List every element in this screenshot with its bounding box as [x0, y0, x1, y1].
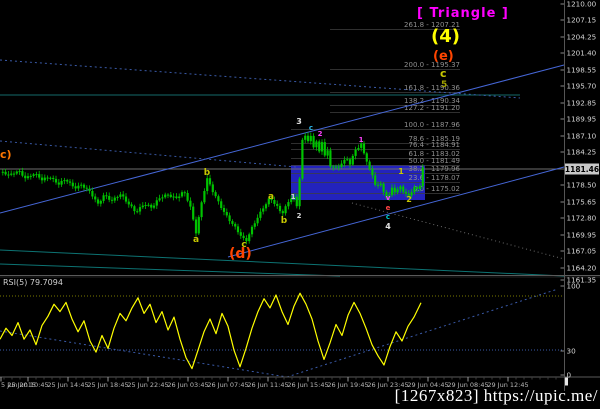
fib-level-label: 50.0 - 1181.49 — [408, 157, 460, 165]
triangle-top-dotted[interactable] — [0, 140, 297, 168]
fib-level-label: 127.2 - 1191.20 — [404, 104, 460, 112]
fib-level-label: 138.2 - 1190.34 — [404, 97, 461, 105]
upper-dotted-line[interactable] — [0, 59, 521, 99]
wave-d-label[interactable]: (d) — [229, 246, 252, 262]
price-axis-label: 1167.05 — [567, 247, 597, 256]
current-price-tag: 1181.46 — [565, 163, 599, 175]
wave-label[interactable]: 1 — [398, 167, 404, 176]
triangle-pattern-label[interactable]: [ Triangle ] — [417, 6, 509, 21]
time-axis-label: 26 Jun 11:45 — [247, 381, 288, 389]
axis-end-marker — [565, 377, 568, 386]
fib-level-label: 200.0 - 1195.37 — [404, 61, 460, 69]
fib-level-label: 76.4 - 1184.91 — [408, 141, 460, 149]
time-axis-label: 26 Jun 07:45 — [207, 381, 248, 389]
fib-level-label: 61.8 - 1183.02 — [408, 150, 460, 158]
price-axis-label: 1192.85 — [567, 99, 597, 108]
dotted-gray-line[interactable] — [351, 202, 565, 260]
wave-label[interactable]: a — [268, 192, 274, 202]
time-axis-label: 29 Jun 04:45 — [407, 381, 448, 389]
wave-e-label[interactable]: (e) — [433, 49, 454, 64]
price-axis-label: 1195.70 — [567, 82, 597, 91]
wave-label[interactable]: 2 — [318, 130, 323, 138]
time-axis-label: 26 Jun 03:45 — [167, 381, 208, 389]
fib-level-label: 78.6 - 1185.19 — [408, 135, 460, 143]
time-axis-label: 29 Jun 08:45 — [447, 381, 488, 389]
lower-triangle-line[interactable] — [227, 166, 565, 258]
current-price-box — [565, 163, 599, 175]
wave-label[interactable]: 1 — [291, 193, 296, 201]
wave-c-left-edge-label[interactable]: c) — [0, 148, 12, 161]
price-axis-label: 1210.00 — [567, 0, 597, 9]
time-axis-label: 26 Jun 15:45 — [287, 381, 328, 389]
teal-channel-lower[interactable] — [0, 263, 341, 277]
trendlines[interactable] — [0, 59, 565, 378]
rsi-rising-dotted[interactable] — [286, 288, 559, 378]
rsi-line — [0, 292, 422, 370]
axes-and-separators: 1210.00 1207.15 1204.25 1201.40 1198.55 1195.… — [0, 0, 600, 391]
indicator-level-lines — [0, 295, 564, 351]
price-axis-label: 1172.80 — [567, 214, 597, 223]
wave-c-label[interactable]: c — [440, 67, 447, 80]
indicator-axis-label: 100 — [567, 282, 581, 291]
wave-label[interactable]: v — [386, 194, 391, 202]
wave-label[interactable]: b — [204, 168, 211, 178]
candlestick-series — [1, 132, 424, 245]
time-axis-label: 25 Jun 22:45 — [127, 381, 168, 389]
fib-level-label: 161.8 - 1190.36 — [404, 84, 461, 92]
wave-4-label[interactable]: (4) — [431, 26, 460, 47]
wave-label[interactable]: 1 — [359, 136, 364, 144]
fib-level-label: 261.8 - 1207.21 — [404, 21, 460, 29]
indicator-axis-label: 30 — [567, 347, 577, 356]
fib-level-label: 23.6 - 1178.07 — [408, 174, 460, 182]
wave-label[interactable]: 4 — [385, 222, 391, 231]
fib-level-label: 0.0 - 1175.02 — [413, 185, 460, 193]
time-axis-label: 25 Jun 18:45 — [87, 381, 128, 389]
ascending-trendline[interactable] — [0, 64, 565, 214]
wave-label[interactable]: c — [309, 124, 313, 132]
wave-5-label[interactable]: 5 — [441, 80, 448, 90]
price-axis-label: 1184.25 — [567, 148, 597, 157]
wave-label[interactable]: c — [386, 213, 390, 221]
price-axis-label: 1164.20 — [567, 264, 597, 273]
price-axis-label: 1175.65 — [567, 198, 597, 207]
indicator-label: RSI(5) 79.7094 — [3, 278, 63, 287]
time-axis-label: 26 Jun 23:45 — [367, 381, 408, 389]
time-axis-label: 25 Jun 14:45 — [47, 381, 88, 389]
price-axis-label: 1169.95 — [567, 231, 597, 240]
price-axis-label: 1178.50 — [567, 181, 597, 190]
wave-label[interactable]: e — [386, 204, 391, 212]
wave-label[interactable]: b — [281, 216, 288, 226]
wave-label[interactable]: 2 — [406, 195, 412, 204]
time-axis-label: 5 Jun 2015 — [1, 381, 36, 389]
price-axis-label: 1161.35 — [567, 276, 597, 285]
wave-label[interactable]: c — [241, 240, 246, 250]
price-axis-label: 1187.10 — [567, 132, 597, 141]
price-axis-label: 1207.15 — [567, 16, 597, 25]
price-axis-label: 1198.55 — [567, 66, 597, 75]
watermark-text: [1267x823] https://upic.me/ — [394, 386, 598, 405]
teal-channel-upper[interactable] — [0, 249, 565, 277]
indicator-axis-label: 0 — [567, 371, 572, 380]
wave-label[interactable]: 3 — [296, 117, 302, 126]
time-axis-label: 26 Jun 19:45 — [327, 381, 368, 389]
fib-level-label: 100.0 - 1187.96 — [404, 121, 461, 129]
price-axis-label: 1189.95 — [567, 115, 597, 124]
wave-label[interactable]: 2 — [297, 212, 302, 220]
rsi-falling-dotted[interactable] — [0, 330, 288, 378]
wave-label[interactable]: a — [193, 235, 199, 245]
price-axis-label: 1204.25 — [567, 33, 597, 42]
time-axis-label: 29 Jun 12:45 — [487, 381, 528, 389]
time-axis-label: 25 Jun 10:45 — [7, 381, 48, 389]
price-axis-label: 1201.40 — [567, 49, 597, 58]
current-price-value: 1181.46 — [565, 165, 599, 174]
